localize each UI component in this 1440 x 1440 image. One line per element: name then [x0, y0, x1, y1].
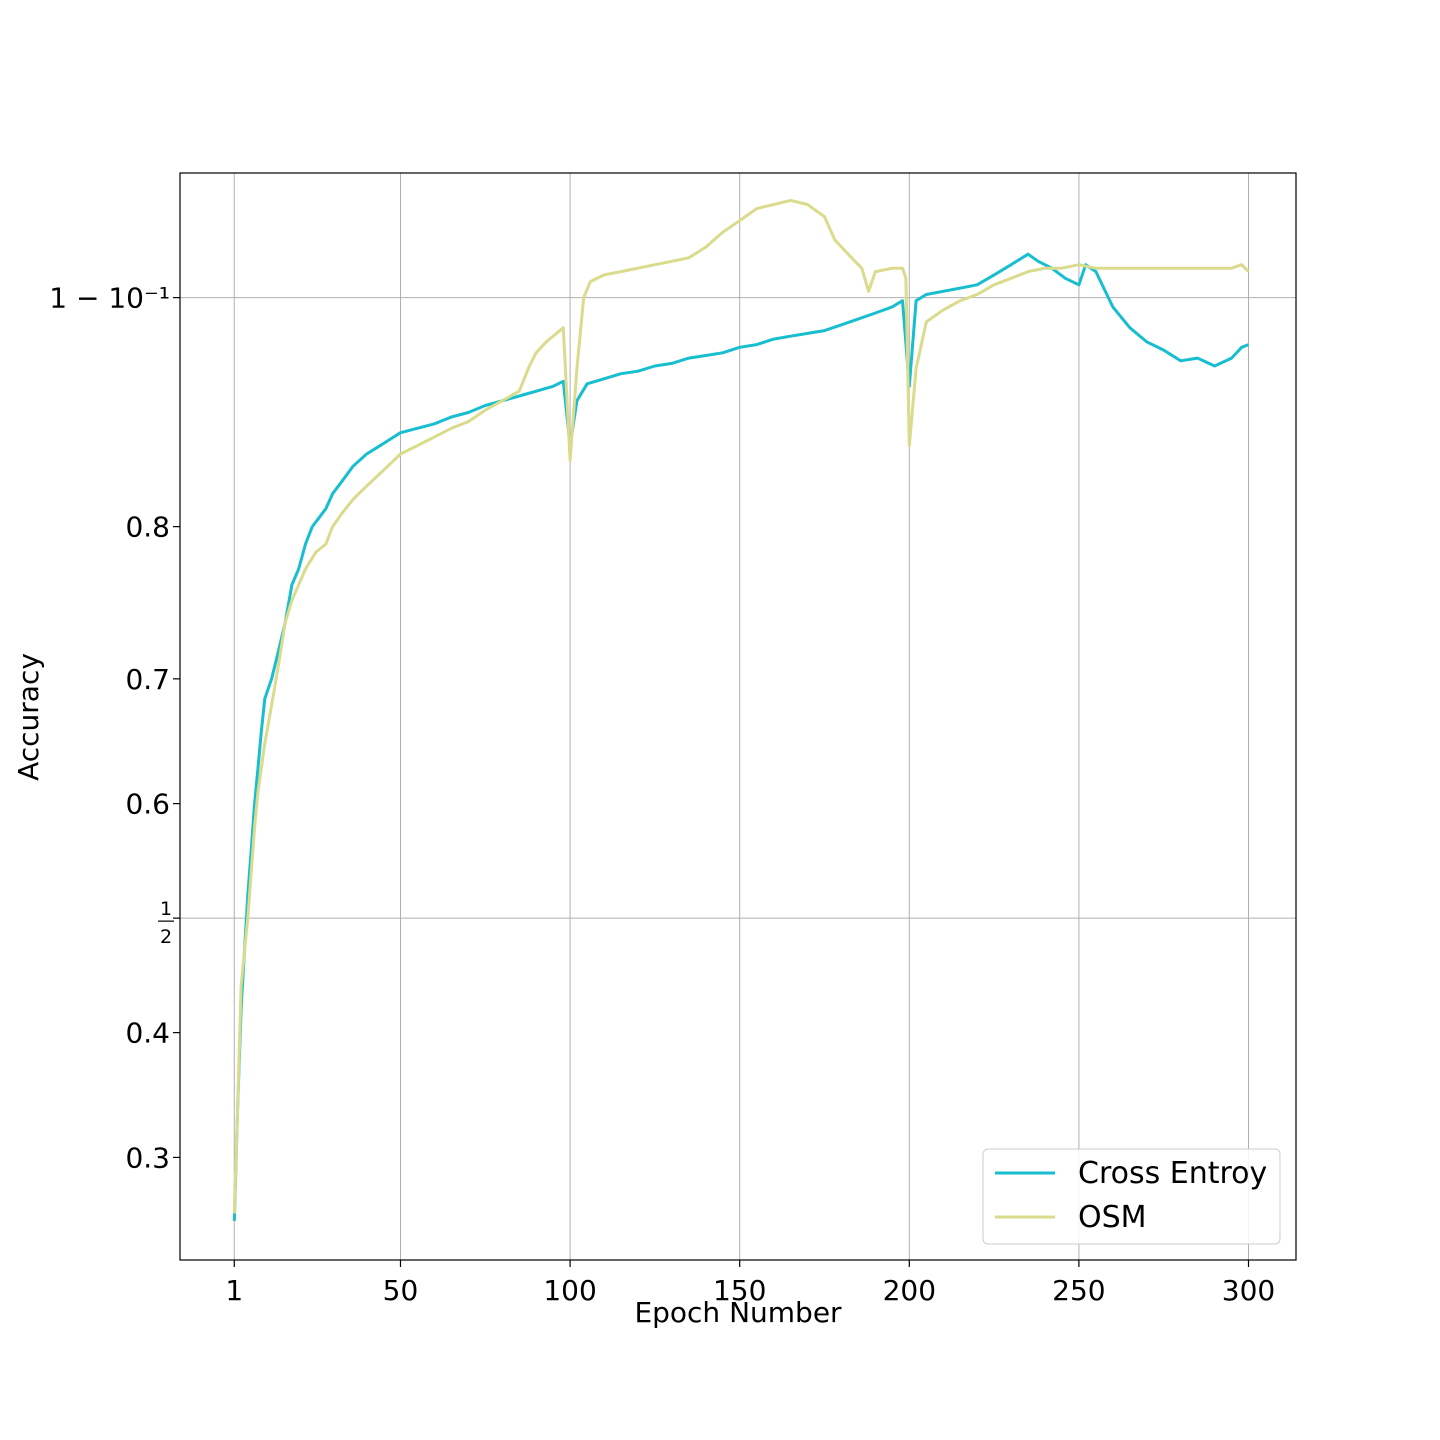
- legend-label-cross-entroy: Cross Entroy: [1078, 1156, 1267, 1191]
- x-axis-title: Epoch Number: [634, 1296, 842, 1329]
- x-tick-label: 300: [1222, 1274, 1275, 1307]
- y-tick-label: 0.3: [125, 1141, 170, 1174]
- plot-frame: [179, 172, 1297, 1261]
- y-tick-label: 0.6: [125, 788, 170, 821]
- legend-label-osm: OSM: [1078, 1200, 1147, 1235]
- y-axis-title: Accuracy: [12, 653, 45, 781]
- legend-box: [982, 1148, 1281, 1245]
- x-tick-label: 1: [225, 1274, 243, 1307]
- x-tick-label: 100: [543, 1274, 596, 1307]
- x-tick-label: 250: [1052, 1274, 1105, 1307]
- y-tick-label: 0.7: [125, 663, 170, 696]
- series-line-osm: [232, 198, 1250, 1214]
- x-tick-label: 50: [383, 1274, 419, 1307]
- x-tick-label: 150: [713, 1274, 766, 1307]
- legend: Cross Entroy OSM: [982, 1148, 1281, 1245]
- y-tick-label: 0.8: [125, 511, 170, 544]
- svg-text:1: 1: [160, 898, 172, 920]
- y-tick-label: 0.4: [125, 1017, 170, 1050]
- svg-text:2: 2: [160, 926, 172, 948]
- series-layer: [232, 198, 1250, 1221]
- x-tick-label: 200: [883, 1274, 936, 1307]
- series-line-cross-entroy: [232, 252, 1250, 1221]
- grid-layer: [180, 173, 1296, 1260]
- y-tick-label: 1 − 10⁻¹: [49, 282, 170, 315]
- y-tick-label: 12: [158, 898, 174, 948]
